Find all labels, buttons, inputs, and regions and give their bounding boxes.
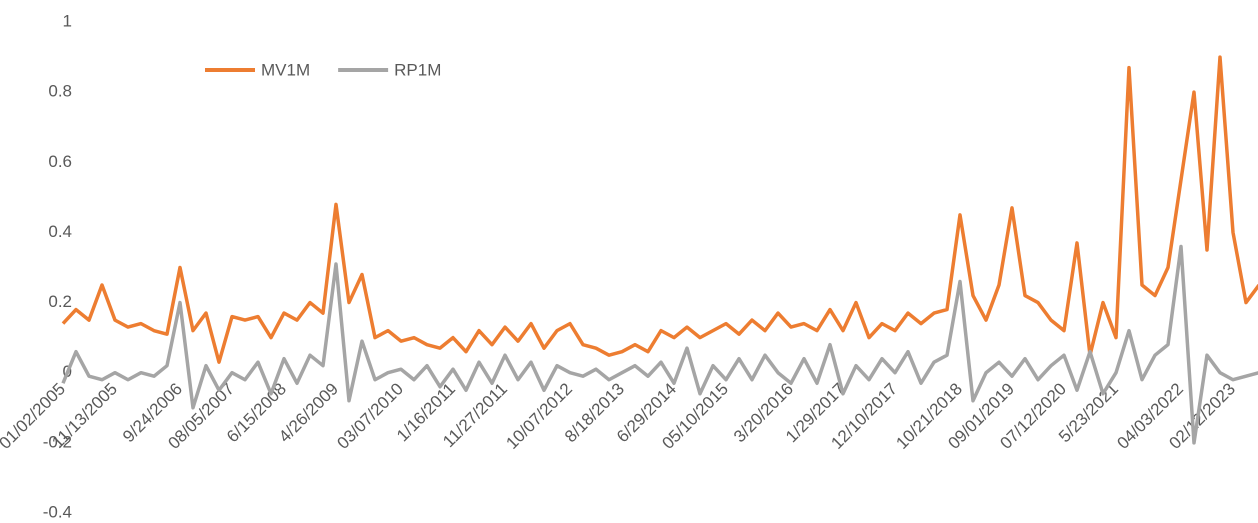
y-tick-label: 0.2 [48, 292, 72, 311]
legend-label: RP1M [394, 60, 441, 79]
y-tick-label: 0.8 [48, 82, 72, 101]
y-tick-label: -0.2 [43, 432, 72, 451]
y-tick-label: 1 [63, 11, 72, 30]
series-line [61, 244, 1258, 445]
y-tick-label: -0.4 [43, 502, 72, 521]
y-tick-label: 0.4 [48, 222, 72, 241]
x-tick-label: 03/07/2010 [333, 379, 407, 453]
legend-label: MV1M [261, 60, 310, 79]
x-tick-label: 10/07/2012 [502, 379, 576, 453]
y-tick-label: 0.6 [48, 152, 72, 171]
series-line [61, 55, 1258, 364]
